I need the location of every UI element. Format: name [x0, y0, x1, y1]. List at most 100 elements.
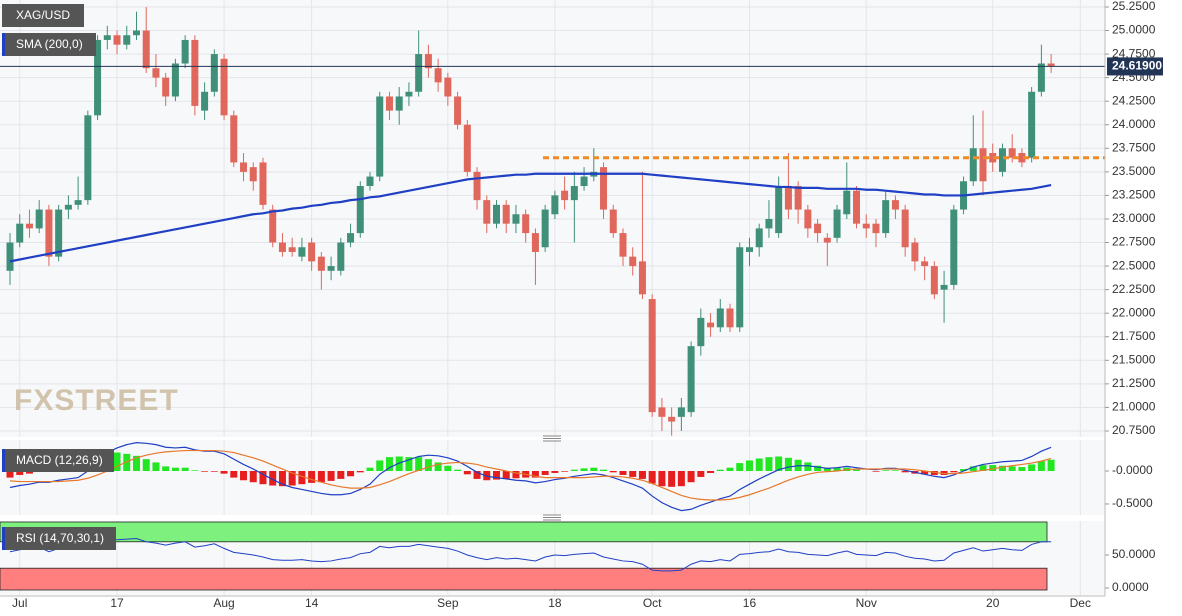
candle-body	[600, 167, 608, 210]
y-tick-label: 23.2500	[1112, 188, 1156, 202]
rsi-line	[9, 537, 1052, 572]
macd-histogram-bar	[940, 471, 948, 475]
macd-histogram-bar	[454, 469, 462, 472]
candle-body	[736, 247, 744, 328]
macd-histogram-bar	[901, 471, 909, 473]
macd-histogram-bar	[113, 452, 121, 472]
macd-histogram-bar	[327, 471, 335, 481]
macd-histogram-bar	[833, 467, 841, 472]
candle-body	[814, 223, 822, 234]
macd-histogram-bar	[755, 458, 763, 472]
candle-body	[55, 209, 63, 257]
macd-histogram-bar	[240, 471, 248, 481]
plot-layer	[0, 0, 1105, 595]
candle-body	[531, 233, 539, 252]
macd-histogram-bar	[347, 471, 355, 477]
macd-histogram-bar	[775, 456, 783, 472]
sma-line	[9, 172, 1052, 263]
legend-box	[2, 527, 116, 550]
candle-body	[366, 176, 374, 186]
macd-histogram-bar	[376, 460, 384, 472]
candle-body	[998, 148, 1006, 172]
macd-histogram-bar	[405, 457, 413, 472]
candle-body	[921, 261, 929, 267]
candle-body	[191, 39, 199, 106]
macd-histogram-bar	[882, 470, 890, 472]
macd-histogram-bar	[337, 471, 345, 479]
candle-body	[288, 247, 296, 252]
candle-body	[493, 204, 500, 224]
candle-body	[269, 209, 277, 243]
candle-body	[969, 148, 977, 182]
macd-histogram-bar	[269, 471, 277, 486]
y-tick-label: 24.7500	[1112, 46, 1156, 60]
last-price-label: 24.61900	[1112, 59, 1162, 73]
candle-body	[132, 30, 140, 36]
macd-histogram-bar	[609, 471, 617, 473]
candle-body	[697, 317, 705, 347]
candle-body	[317, 256, 325, 271]
last-price-box	[1107, 57, 1163, 76]
macd-histogram-bar	[960, 469, 968, 472]
macd-histogram-bar	[502, 471, 510, 479]
x-tick-label: 16	[743, 596, 757, 610]
y-tick-label: 22.7500	[1112, 235, 1156, 249]
candle-body	[385, 96, 393, 111]
macd-histogram-bar	[989, 465, 997, 472]
x-tick-label: Dec	[1070, 596, 1091, 610]
macd-histogram-bar	[191, 470, 199, 472]
candle-body	[853, 190, 861, 224]
macd-histogram-bar	[921, 471, 929, 475]
macd-histogram-bar	[25, 471, 33, 474]
legend-box	[2, 449, 114, 472]
macd-histogram-bar	[230, 471, 238, 478]
y-tick-label: 50.0000	[1112, 547, 1156, 561]
candle-body	[1008, 148, 1016, 158]
oversold-band	[0, 567, 1048, 591]
macd-histogram-bar	[891, 470, 899, 472]
candle-body	[94, 39, 102, 116]
candle-body	[113, 35, 121, 45]
y-tick-label: 21.5000	[1112, 352, 1156, 366]
legend-swatch	[2, 527, 5, 550]
macd-histogram-bar	[463, 471, 471, 475]
candle-body	[707, 322, 715, 328]
macd-histogram-bar	[668, 471, 676, 487]
macd-histogram-bar	[434, 462, 442, 472]
candle-body	[765, 218, 773, 229]
macd-histogram-bar	[551, 471, 559, 473]
candle-body	[658, 407, 666, 417]
macd-histogram-bar	[570, 469, 578, 472]
macd-histogram-bar	[619, 471, 627, 475]
macd-histogram-bar	[979, 465, 987, 472]
candle-body	[512, 214, 520, 224]
x-tick-label: 18	[548, 596, 562, 610]
candle-body	[259, 162, 267, 205]
macd-histogram-bar	[249, 471, 257, 483]
candle-body	[833, 209, 841, 238]
y-tick-label: 23.5000	[1112, 164, 1156, 178]
macd-histogram-bar	[629, 471, 637, 477]
candle-body	[882, 200, 890, 234]
y-tick-label: 22.0000	[1112, 305, 1156, 319]
macd-histogram-bar	[590, 467, 598, 472]
candle-body	[989, 153, 997, 163]
candle-body	[551, 195, 559, 215]
macd-histogram-bar	[278, 471, 286, 487]
macd-histogram-bar	[424, 459, 432, 472]
candle-body	[376, 96, 384, 177]
candle-body	[162, 77, 170, 97]
macd-histogram-bar	[356, 471, 364, 473]
macd-histogram-bar	[998, 465, 1006, 472]
candle-body	[171, 63, 179, 97]
macd-histogram-bar	[512, 471, 520, 479]
candle-body	[473, 171, 481, 201]
candle-body	[823, 237, 831, 243]
x-tick-label: Oct	[643, 596, 662, 610]
candle-body	[570, 185, 578, 201]
candle-body	[522, 214, 530, 234]
candle-body	[784, 185, 792, 210]
macd-histogram-bar	[580, 468, 588, 472]
candle-body	[434, 68, 442, 83]
macd-histogram-bar	[210, 471, 218, 472]
